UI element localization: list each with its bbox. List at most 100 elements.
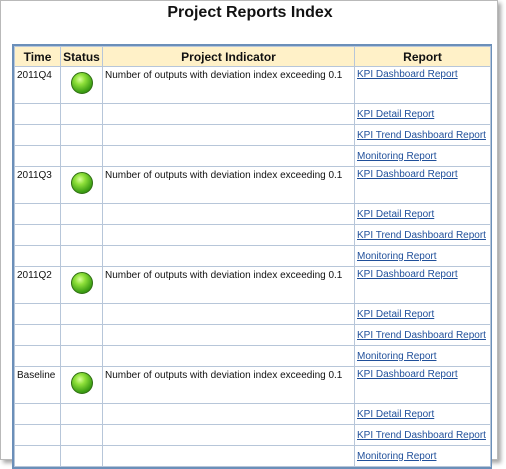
table-row: 2011Q4 Number of outputs with deviation … bbox=[14, 66, 491, 104]
report-cell: Monitoring Report bbox=[354, 345, 491, 367]
column-header-status: Status bbox=[60, 46, 103, 67]
table-row: Monitoring Report bbox=[14, 445, 491, 467]
table-row: KPI Detail Report bbox=[14, 403, 491, 425]
kpi-trend-dashboard-report-link[interactable]: KPI Trend Dashboard Report bbox=[357, 129, 486, 141]
indicator-cell bbox=[102, 124, 355, 146]
time-cell bbox=[14, 245, 61, 267]
kpi-detail-report-link[interactable]: KPI Detail Report bbox=[357, 408, 435, 420]
time-cell: Baseline bbox=[14, 366, 61, 404]
status-cell bbox=[60, 445, 103, 467]
green-status-icon bbox=[70, 272, 93, 294]
kpi-dashboard-report-link[interactable]: KPI Dashboard Report bbox=[357, 269, 458, 280]
kpi-detail-report-link[interactable]: KPI Detail Report bbox=[357, 208, 435, 220]
table-row: KPI Detail Report bbox=[14, 303, 491, 325]
status-cell bbox=[60, 166, 103, 204]
indicator-cell bbox=[102, 403, 355, 425]
report-cell: KPI Detail Report bbox=[354, 303, 491, 325]
green-status-icon bbox=[70, 372, 93, 394]
time-cell bbox=[14, 424, 61, 446]
status-cell bbox=[60, 266, 103, 304]
time-cell bbox=[14, 303, 61, 325]
report-cell: KPI Detail Report bbox=[354, 103, 491, 125]
report-cell: Monitoring Report bbox=[354, 445, 491, 467]
table-row: 2011Q3 Number of outputs with deviation … bbox=[14, 166, 491, 204]
report-cell: KPI Dashboard Report bbox=[354, 166, 491, 204]
status-cell bbox=[60, 66, 103, 104]
monitoring-report-link[interactable]: Monitoring Report bbox=[357, 450, 437, 462]
time-cell bbox=[14, 345, 61, 367]
table-row: KPI Detail Report bbox=[14, 103, 491, 125]
report-cell: Monitoring Report bbox=[354, 245, 491, 267]
time-cell bbox=[14, 203, 61, 225]
column-header-indicator: Project Indicator bbox=[102, 46, 355, 67]
indicator-cell bbox=[102, 424, 355, 446]
indicator-cell bbox=[102, 303, 355, 325]
status-cell bbox=[60, 145, 103, 167]
time-cell bbox=[14, 324, 61, 346]
status-cell bbox=[60, 245, 103, 267]
kpi-trend-dashboard-report-link[interactable]: KPI Trend Dashboard Report bbox=[357, 229, 486, 241]
time-cell bbox=[14, 403, 61, 425]
indicator-cell: Number of outputs with deviation index e… bbox=[102, 266, 355, 304]
reports-table: Time Status Project Indicator Report 201… bbox=[14, 46, 491, 467]
status-cell bbox=[60, 324, 103, 346]
monitoring-report-link[interactable]: Monitoring Report bbox=[357, 250, 437, 262]
status-cell bbox=[60, 303, 103, 325]
table-row: KPI Detail Report bbox=[14, 203, 491, 225]
table-row: Monitoring Report bbox=[14, 245, 491, 267]
table-row: KPI Trend Dashboard Report bbox=[14, 124, 491, 146]
kpi-dashboard-report-link[interactable]: KPI Dashboard Report bbox=[357, 69, 458, 80]
indicator-cell bbox=[102, 245, 355, 267]
table-row: Monitoring Report bbox=[14, 345, 491, 367]
table-row: KPI Trend Dashboard Report bbox=[14, 224, 491, 246]
time-cell: 2011Q4 bbox=[14, 66, 61, 104]
status-cell bbox=[60, 103, 103, 125]
report-cell: KPI Detail Report bbox=[354, 203, 491, 225]
kpi-trend-dashboard-report-link[interactable]: KPI Trend Dashboard Report bbox=[357, 429, 486, 441]
status-cell bbox=[60, 424, 103, 446]
indicator-cell bbox=[102, 145, 355, 167]
column-header-time: Time bbox=[14, 46, 61, 67]
time-cell: 2011Q3 bbox=[14, 166, 61, 204]
status-cell bbox=[60, 224, 103, 246]
monitoring-report-link[interactable]: Monitoring Report bbox=[357, 150, 437, 162]
time-cell bbox=[14, 145, 61, 167]
report-cell: KPI Trend Dashboard Report bbox=[354, 424, 491, 446]
kpi-detail-report-link[interactable]: KPI Detail Report bbox=[357, 308, 435, 320]
kpi-detail-report-link[interactable]: KPI Detail Report bbox=[357, 108, 435, 120]
status-cell bbox=[60, 203, 103, 225]
report-cell: Monitoring Report bbox=[354, 145, 491, 167]
indicator-cell: Number of outputs with deviation index e… bbox=[102, 166, 355, 204]
time-cell bbox=[14, 224, 61, 246]
report-cell: KPI Dashboard Report bbox=[354, 366, 491, 404]
table-row: KPI Trend Dashboard Report bbox=[14, 424, 491, 446]
time-cell: 2011Q2 bbox=[14, 266, 61, 304]
indicator-cell bbox=[102, 224, 355, 246]
column-header-report: Report bbox=[354, 46, 491, 67]
reports-table-container: Time Status Project Indicator Report 201… bbox=[12, 44, 492, 469]
page-title: Project Reports Index bbox=[167, 4, 333, 21]
report-cell: KPI Dashboard Report bbox=[354, 66, 491, 104]
indicator-cell bbox=[102, 345, 355, 367]
report-cell: KPI Dashboard Report bbox=[354, 266, 491, 304]
report-cell: KPI Trend Dashboard Report bbox=[354, 124, 491, 146]
indicator-cell bbox=[102, 103, 355, 125]
monitoring-report-link[interactable]: Monitoring Report bbox=[357, 350, 437, 362]
time-cell bbox=[14, 445, 61, 467]
kpi-dashboard-report-link[interactable]: KPI Dashboard Report bbox=[357, 369, 458, 380]
indicator-cell bbox=[102, 324, 355, 346]
status-cell bbox=[60, 403, 103, 425]
status-cell bbox=[60, 345, 103, 367]
status-cell bbox=[60, 366, 103, 404]
time-cell bbox=[14, 124, 61, 146]
kpi-dashboard-report-link[interactable]: KPI Dashboard Report bbox=[357, 169, 458, 180]
report-cell: KPI Trend Dashboard Report bbox=[354, 324, 491, 346]
status-cell bbox=[60, 124, 103, 146]
indicator-cell: Number of outputs with deviation index e… bbox=[102, 66, 355, 104]
kpi-trend-dashboard-report-link[interactable]: KPI Trend Dashboard Report bbox=[357, 329, 486, 341]
table-header-row: Time Status Project Indicator Report bbox=[14, 46, 491, 67]
indicator-cell bbox=[102, 203, 355, 225]
table-row: 2011Q2 Number of outputs with deviation … bbox=[14, 266, 491, 304]
table-row: Baseline Number of outputs with deviatio… bbox=[14, 366, 491, 404]
